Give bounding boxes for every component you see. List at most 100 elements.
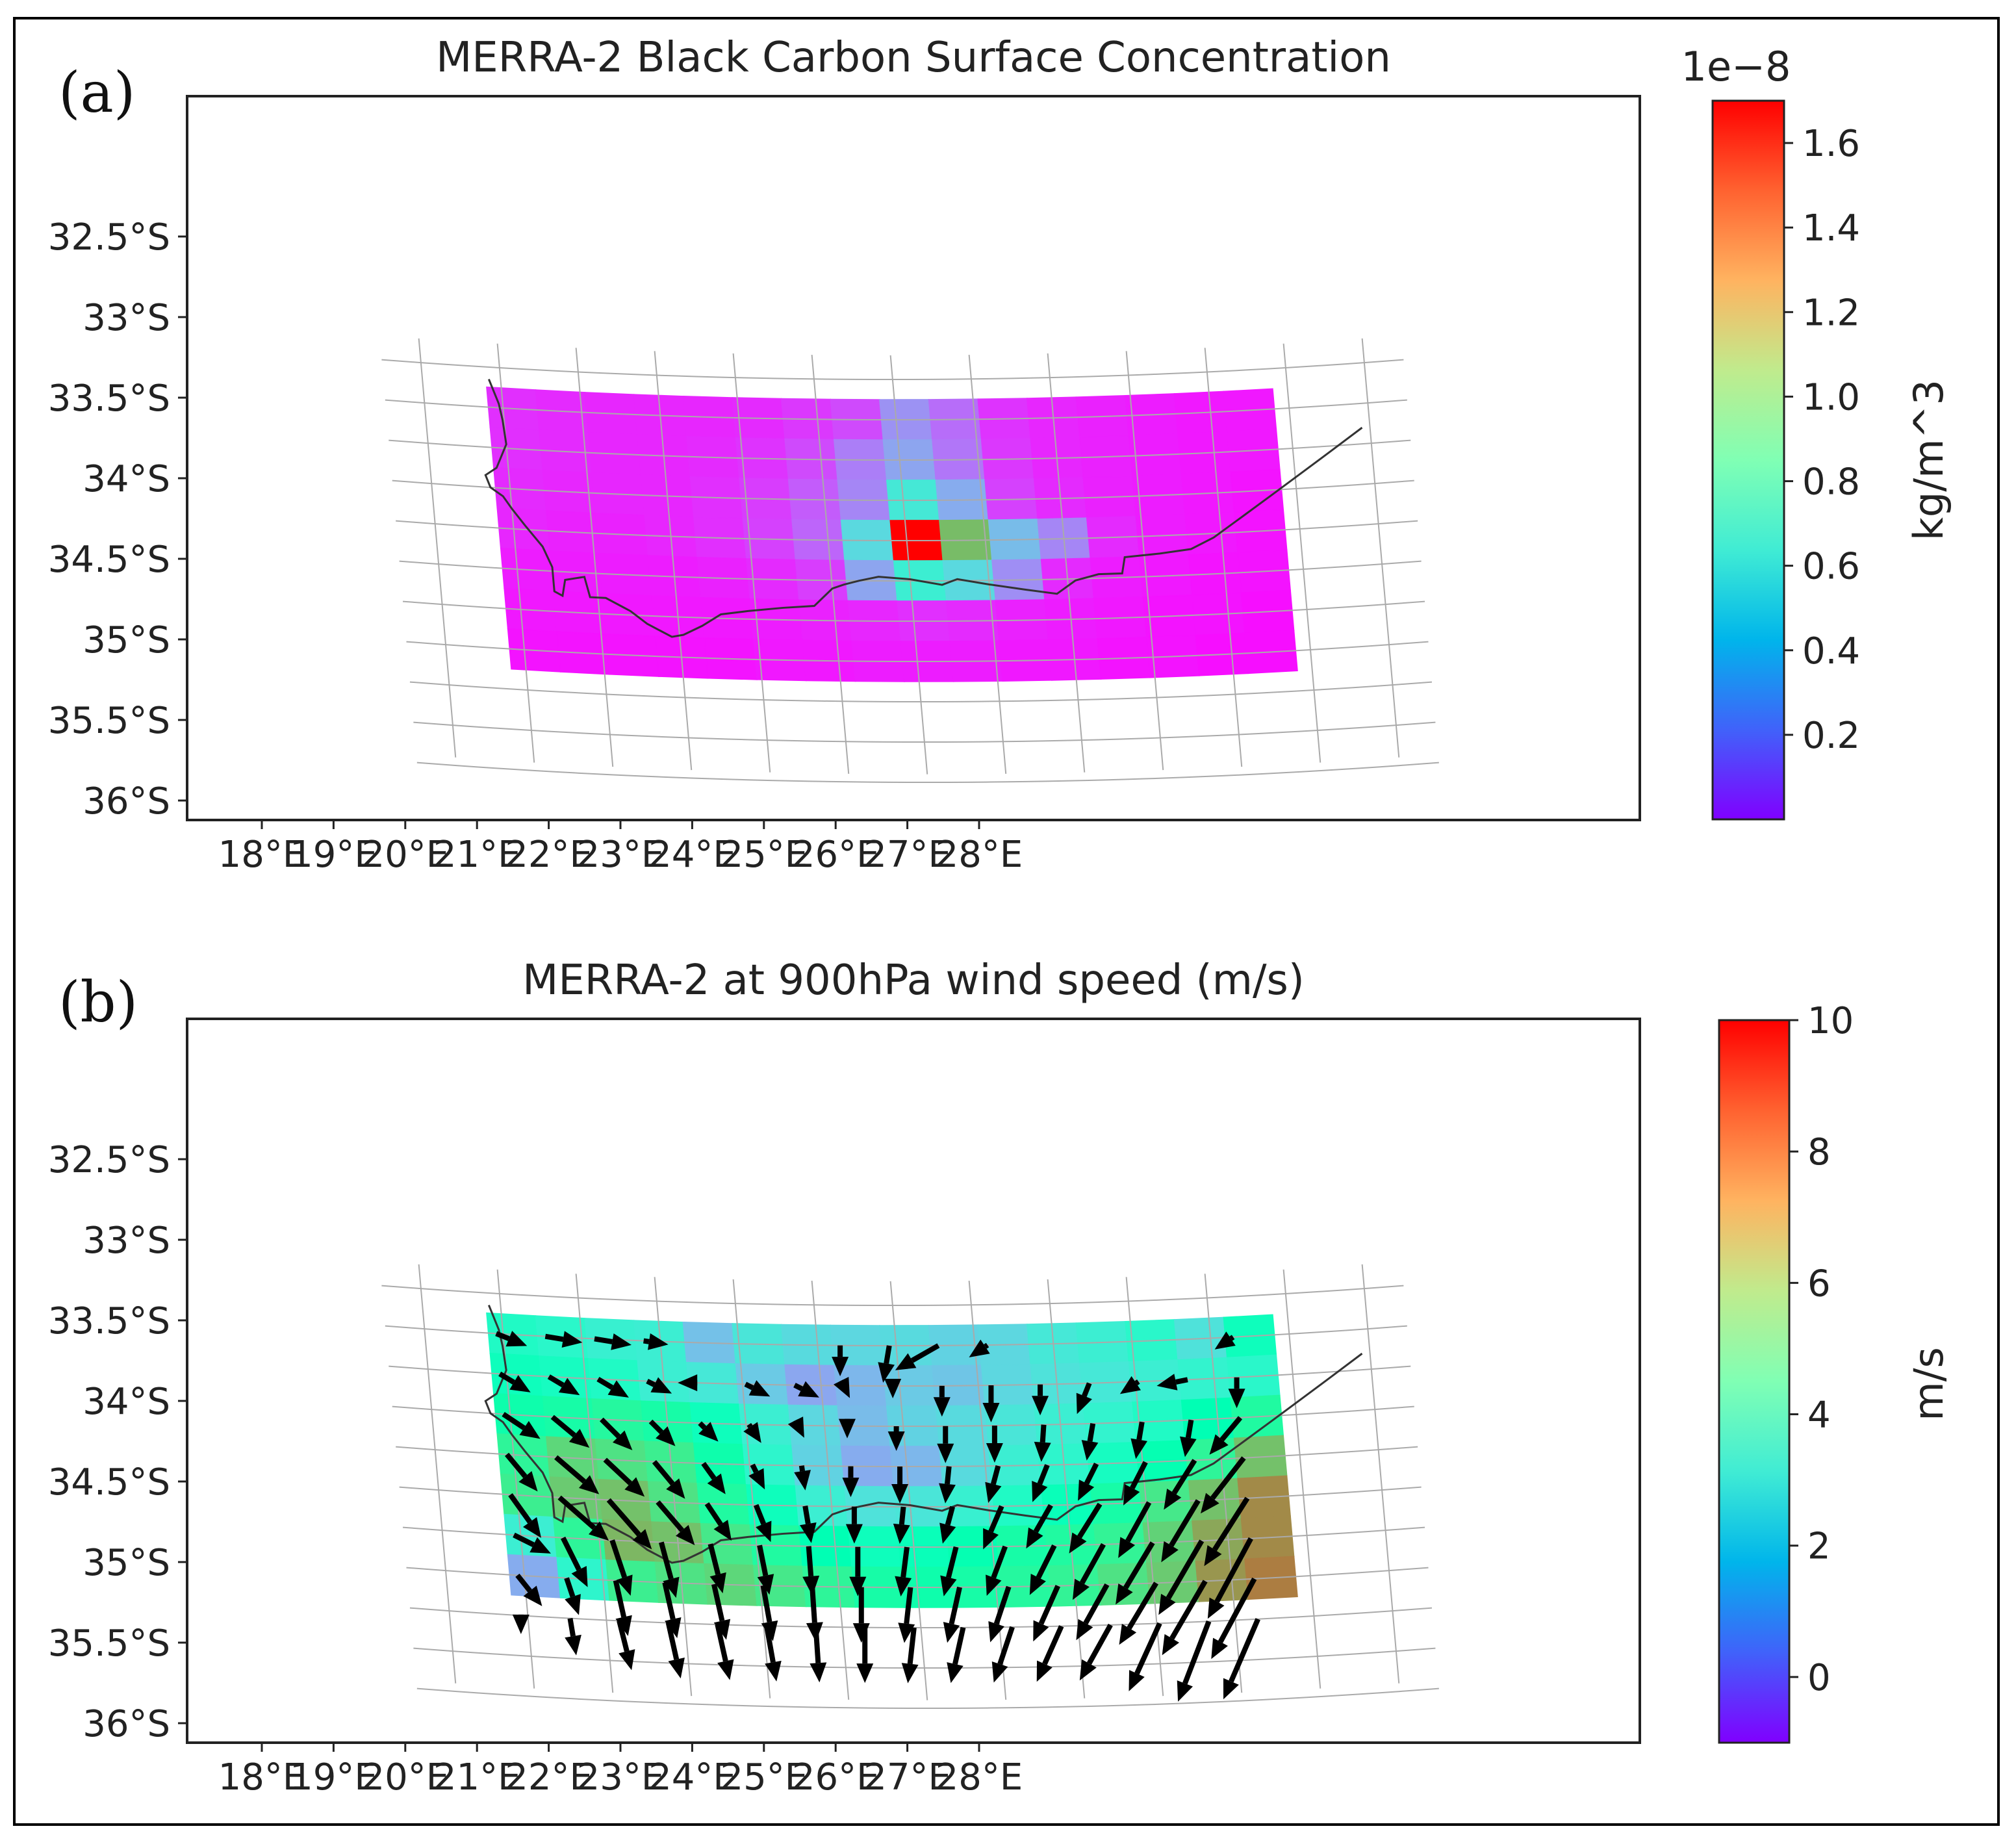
panel-b-x-tick-label: 23°E <box>577 1756 665 1799</box>
panel-b-wind-arrow <box>648 1419 676 1446</box>
panel-a-parallel <box>381 359 1404 381</box>
panel-b-parallel <box>409 1607 1433 1629</box>
panel-a-x-tick-label: 25°E <box>720 834 808 876</box>
panel-b-wind-arrow <box>1081 1423 1099 1461</box>
figure-frame <box>13 17 2000 1826</box>
panel-a-meridian <box>811 354 850 774</box>
panel-b-wind-arrow <box>895 1546 912 1596</box>
panel-b-wind-arrow <box>834 1376 850 1398</box>
panel-b-wind-arrow <box>1118 1501 1152 1558</box>
panel-b-wind-arrow <box>617 1620 635 1671</box>
panel-b-wind-arrow <box>606 1498 652 1550</box>
panel-b-wind-arrow <box>1079 1623 1113 1681</box>
panel-b-wind-arrow <box>849 1546 867 1596</box>
panel-a-x-tick-label: 18°E <box>218 834 306 876</box>
panel-b-wind-arrow <box>596 1376 629 1398</box>
panel-a-parallel <box>389 439 1411 461</box>
panel-a-meridian <box>1282 343 1321 763</box>
panel-b-meridian <box>1282 1269 1321 1689</box>
panel-b-parallel <box>416 1687 1439 1710</box>
panel-a-meridian <box>968 354 1007 774</box>
panel-b-wind-arrow <box>1029 1544 1057 1595</box>
panel-b-meridian <box>1361 1264 1400 1684</box>
panel-a-parallel <box>409 681 1433 703</box>
panel-b-wind-arrow <box>940 1546 959 1596</box>
panel-a-meridian <box>1361 338 1400 758</box>
panel-b-meridian <box>732 1279 771 1699</box>
panel-a-x-tick-label: 27°E <box>863 834 951 876</box>
panel-b-parallel <box>381 1285 1404 1307</box>
panel-a-meridian <box>1204 348 1243 767</box>
panel-b-gridlines <box>381 1264 1439 1710</box>
panel-b-wind-arrow <box>1209 1416 1243 1455</box>
panel-b-wind-arrow <box>986 1545 1008 1596</box>
panel-b-wind-arrow <box>744 1380 771 1397</box>
panel-b-parallel <box>406 1567 1429 1589</box>
panel-a-meridian <box>1047 353 1086 773</box>
panel-a-x-tick-label: 20°E <box>361 834 449 876</box>
panel-b-wind-arrow <box>698 1421 719 1442</box>
panel-a-parallel <box>416 762 1439 784</box>
panel-b-wind-arrow <box>1200 1456 1246 1514</box>
panel-b-wind-arrow <box>609 1539 633 1596</box>
panel-b-wind-arrow <box>1228 1377 1245 1409</box>
panel-a-colorbar-tick-label: 1.4 <box>1802 207 1860 250</box>
panel-b-x-tick-label: 21°E <box>433 1756 521 1799</box>
panel-b-wind-arrow <box>603 1457 645 1497</box>
panel-a-colorbar-tick-label: 0.4 <box>1802 630 1860 673</box>
panel-a-coastline <box>484 378 1363 638</box>
panel-b-wind-arrow <box>554 1455 600 1494</box>
panel-b-wind-arrow <box>985 1465 1002 1504</box>
panel-b-meridian <box>575 1274 614 1693</box>
panel-a-x-tick-label: 21°E <box>433 834 521 876</box>
panel-b-wind-arrow <box>794 1465 811 1491</box>
panel-b-parallel <box>399 1486 1422 1508</box>
panel-b-colorbar-tick-label: 0 <box>1807 1657 1831 1699</box>
panel-b-y-ticks: 32.5°S 33°S 33.5°S 34°S 34.5°S 35°S 35.5°S 36°S <box>48 1139 187 1745</box>
panel-a-x-tick-label: 24°E <box>648 834 736 876</box>
panel-a-meridian <box>889 355 928 775</box>
panel-b-wind-arrow <box>513 1532 551 1554</box>
panel-b-wind-arrow <box>1161 1499 1201 1563</box>
panel-a-x-ticks: 18°E19°E20°E21°E22°E23°E24°E25°E26°E27°E… <box>218 820 1023 876</box>
panel-a-colorbar-tick-label: 1.0 <box>1802 376 1860 418</box>
panel-b-wind-arrow <box>898 1587 915 1643</box>
panel-b-wind-arrow <box>1123 1461 1148 1506</box>
panel-b-wind-arrow <box>802 1546 820 1596</box>
panel-a-colorbar-tick-label: 0.6 <box>1802 546 1860 588</box>
panel-a-y-tick-label: 33°S <box>83 297 170 339</box>
panel-b-meridian <box>811 1280 850 1700</box>
panel-b-wind-arrow <box>810 1626 827 1683</box>
panel-b-wind-arrow <box>764 1625 782 1682</box>
panel-a-parallel <box>406 641 1429 663</box>
panel-a-y-ticks: 32.5°S 33°S 33.5°S 34°S 34.5°S 35°S 35.5°S 36°S <box>48 216 187 823</box>
panel-b-wind-arrow <box>1207 1537 1253 1619</box>
panel-b-wind-arrow <box>1214 1331 1236 1350</box>
panel-b-colorbar-tick-label: 6 <box>1807 1263 1831 1305</box>
panel-b-y-tick-label: 33°S <box>83 1220 170 1262</box>
panel-b-y-tick-label: 36°S <box>83 1703 170 1745</box>
panel-b-y-tick-label: 35°S <box>83 1542 170 1584</box>
panel-b-wind-arrow <box>1119 1582 1158 1645</box>
panel-b-wind-arrow <box>933 1385 951 1417</box>
panel-b-wind-arrow <box>1026 1504 1053 1549</box>
panel-b-wind-arrow <box>1032 1464 1050 1502</box>
panel-b-frame <box>186 1018 1641 1744</box>
panel-b-colorbar-tick-label: 2 <box>1807 1526 1831 1568</box>
panel-b-wind-arrow <box>662 1582 682 1639</box>
panel-a-letter: (a) <box>58 60 135 125</box>
panel-a-gridlines <box>381 338 1439 784</box>
panel-b-colorbar-ticks: 0 2 4 6 8 10 <box>1789 1000 1854 1699</box>
panel-a-y-tick-label: 32.5°S <box>48 216 170 259</box>
panel-a-parallel <box>413 721 1436 743</box>
panel-a-meridian <box>496 343 535 763</box>
panel-b-parallel <box>392 1405 1414 1428</box>
panel-b-wind-arrow <box>893 1506 910 1544</box>
panel-b-wind-arrow <box>845 1506 863 1544</box>
panel-b-wind-arrow <box>793 1381 819 1398</box>
panel-b-wind-arrow <box>512 1614 530 1634</box>
panel-b-y-tick-label: 35.5°S <box>48 1622 170 1665</box>
panel-b-meridian <box>889 1281 928 1700</box>
panel-b-wind-arrow <box>1116 1541 1155 1605</box>
panel-a-colorbar-tick-label: 1.6 <box>1802 123 1860 165</box>
